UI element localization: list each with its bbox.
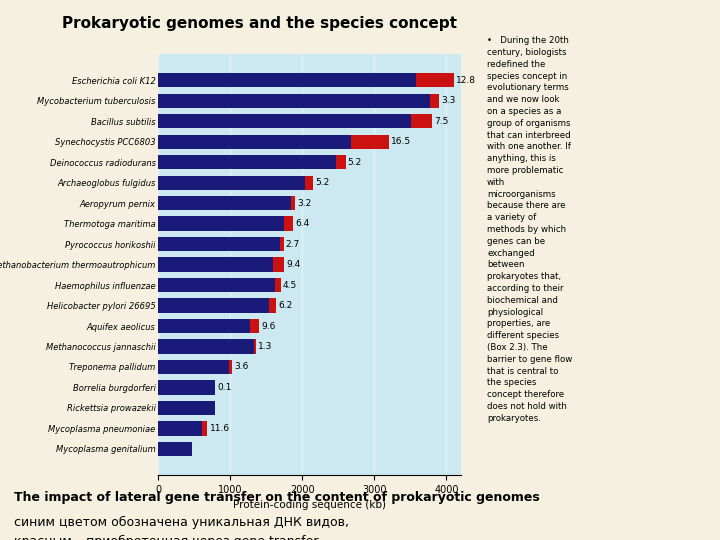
Text: 12.8: 12.8: [456, 76, 476, 85]
Bar: [158, 360, 229, 374]
Bar: [158, 339, 254, 354]
Text: 2.7: 2.7: [286, 240, 300, 248]
Bar: [254, 339, 256, 354]
Bar: [158, 73, 416, 87]
Text: 9.6: 9.6: [261, 321, 276, 330]
Bar: [158, 319, 250, 333]
Bar: [158, 155, 336, 170]
Text: 6.4: 6.4: [295, 219, 310, 228]
Bar: [158, 258, 273, 272]
Text: •   During the 20th
century, biologists
redefined the
species concept in
evoluti: • During the 20th century, biologists re…: [487, 36, 572, 423]
Bar: [291, 196, 295, 211]
Bar: [305, 176, 313, 190]
Bar: [158, 114, 412, 129]
Bar: [284, 217, 293, 231]
Text: синим цветом обозначена уникальная ДНК видов,: синим цветом обозначена уникальная ДНК в…: [14, 516, 349, 529]
Bar: [158, 442, 192, 456]
Bar: [202, 421, 207, 436]
Bar: [158, 278, 275, 292]
Text: The impact of lateral gene transfer on the content of prokaryotic genomes: The impact of lateral gene transfer on t…: [14, 491, 540, 504]
Text: 1.3: 1.3: [258, 342, 272, 351]
Bar: [158, 401, 215, 415]
Bar: [412, 114, 432, 129]
Bar: [430, 93, 439, 108]
Bar: [158, 196, 291, 211]
Bar: [158, 176, 305, 190]
Bar: [158, 380, 215, 395]
Text: красным – приобретенная через gene transfer: красным – приобретенная через gene trans…: [14, 535, 319, 540]
Bar: [158, 237, 280, 251]
Text: 11.6: 11.6: [210, 424, 230, 433]
Bar: [158, 93, 430, 108]
Text: 3.6: 3.6: [234, 362, 248, 372]
Bar: [273, 258, 284, 272]
Text: 9.4: 9.4: [287, 260, 301, 269]
Text: 6.2: 6.2: [279, 301, 293, 310]
Text: 5.2: 5.2: [315, 178, 330, 187]
Bar: [158, 217, 284, 231]
Text: 3.3: 3.3: [441, 96, 456, 105]
Text: Prokaryotic genomes and the species concept: Prokaryotic genomes and the species conc…: [62, 16, 456, 31]
Text: 7.5: 7.5: [434, 117, 449, 126]
Bar: [158, 421, 202, 436]
Bar: [351, 134, 389, 149]
Bar: [280, 237, 284, 251]
Text: 3.2: 3.2: [297, 199, 312, 208]
Bar: [416, 73, 454, 87]
Bar: [269, 299, 276, 313]
Text: 4.5: 4.5: [283, 281, 297, 289]
Bar: [229, 360, 232, 374]
Bar: [250, 319, 259, 333]
Text: 0.1: 0.1: [217, 383, 232, 392]
Bar: [275, 278, 281, 292]
Text: 16.5: 16.5: [391, 137, 411, 146]
Bar: [158, 134, 351, 149]
Text: 5.2: 5.2: [348, 158, 362, 167]
Bar: [336, 155, 346, 170]
X-axis label: Protein-coding sequence (kb): Protein-coding sequence (kb): [233, 501, 386, 510]
Bar: [158, 299, 269, 313]
